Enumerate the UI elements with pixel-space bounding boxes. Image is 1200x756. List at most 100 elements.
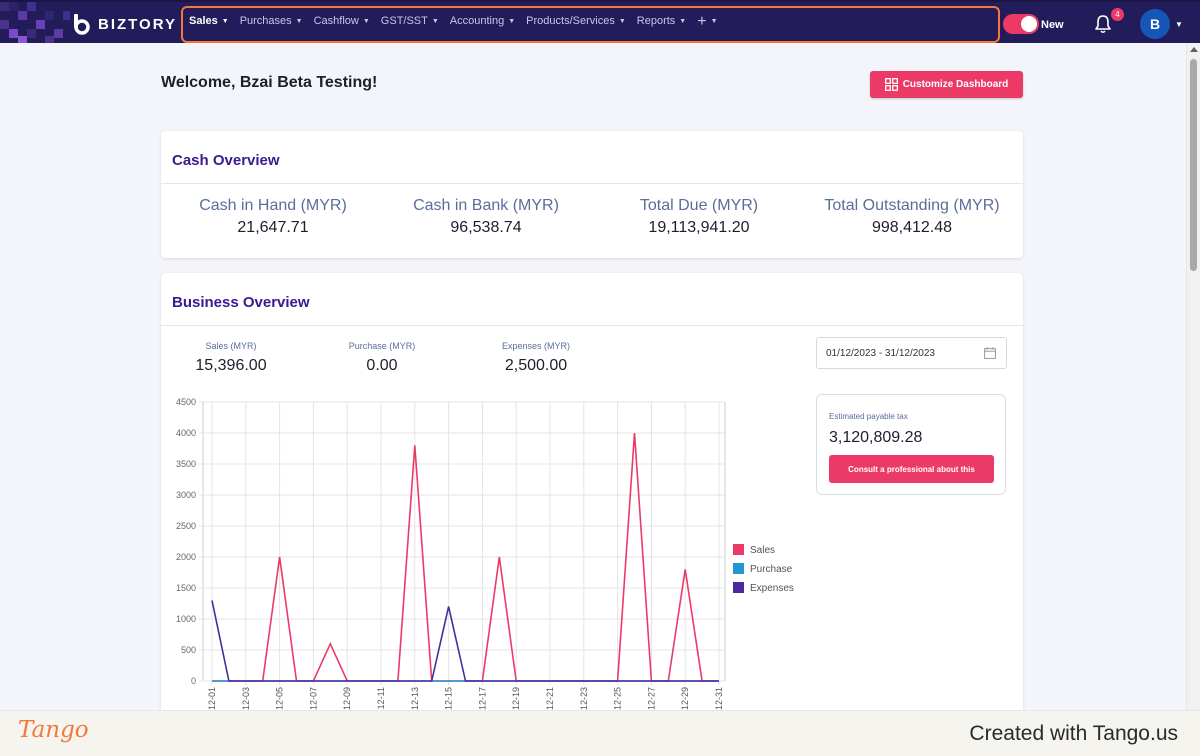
menu-gst-sst[interactable]: GST/SST ▼ <box>381 15 439 27</box>
menu-products-services[interactable]: Products/Services ▼ <box>526 15 626 27</box>
chart-legend-label: Expenses <box>750 583 794 594</box>
grid-icon <box>884 78 898 91</box>
menu-accounting[interactable]: Accounting ▼ <box>450 15 515 27</box>
stat-label: Total Due (MYR) <box>639 197 759 214</box>
chart-x-tick-label: 12-03 <box>241 687 251 710</box>
stat-value: 998,412.48 <box>871 219 953 236</box>
brand-pixel-pattern <box>0 2 70 45</box>
chart-y-tick-label: 4000 <box>176 428 196 438</box>
chevron-down-icon: ▼ <box>710 17 718 25</box>
chevron-down-icon: ▼ <box>508 17 516 25</box>
menu-accounting-label: Accounting <box>449 15 505 27</box>
card-divider <box>161 183 1023 184</box>
biztory-logo[interactable]: BIZTORY <box>72 12 177 36</box>
customize-dashboard-button[interactable]: Customize Dashboard <box>870 71 1023 98</box>
chart-y-tick-label: 0 <box>191 676 196 686</box>
chart-y-tick-label: 1000 <box>176 614 196 624</box>
stat-label: Expenses (MYR) <box>501 341 571 351</box>
estimated-tax-panel: Estimated payable tax 3,120,809.28 Consu… <box>816 394 1006 495</box>
chart-x-tick-label: 12-11 <box>376 687 386 709</box>
chevron-down-icon: ▼ <box>362 17 370 25</box>
page-title: Welcome, Bzai Beta Testing! <box>161 74 378 91</box>
chart-x-tick-label: 12-09 <box>342 687 352 710</box>
chart-x-tick-label: 12-07 <box>308 687 318 710</box>
cash-in-bank-stat: Cash in Bank (MYR) 96,538.74 <box>386 197 586 237</box>
stat-label: Total Outstanding (MYR) <box>824 197 1000 214</box>
tango-footer: Tango Created with Tango.us <box>0 710 1200 756</box>
chart-x-tick-label: 12-19 <box>511 687 521 710</box>
chevron-down-icon: ▼ <box>679 17 687 25</box>
chart-y-tick-label: 3500 <box>176 459 196 469</box>
chart-x-tick-label: 12-25 <box>613 687 623 710</box>
chart-x-tick-label: 12-01 <box>207 687 217 710</box>
chart-x-tick-label: 12-05 <box>275 687 285 710</box>
chart-y-tick-label: 2000 <box>176 552 196 562</box>
menu-reports[interactable]: Reports ▼ <box>637 15 686 27</box>
biztory-logo-icon <box>74 14 90 35</box>
chart-x-tick-label: 12-13 <box>410 687 420 710</box>
page-scrollbar[interactable] <box>1186 43 1200 710</box>
customize-dashboard-label: Customize Dashboard <box>902 79 1009 90</box>
business-overview-chart: 0 500 1000 1500 2000 2500 3000 3500 4000 4500 12-0… <box>176 397 794 710</box>
menu-sales-label: Sales <box>189 15 218 27</box>
menu-cashflow[interactable]: Cashflow ▼ <box>314 15 370 27</box>
stat-label: Sales (MYR) <box>205 341 257 351</box>
chart-y-tick-label: 500 <box>181 645 196 655</box>
sales-stat: Sales (MYR) 15,396.00 <box>171 341 291 375</box>
chart-x-tick-label: 12-27 <box>646 687 656 710</box>
chevron-down-icon: ▼ <box>221 17 229 25</box>
expenses-stat: Expenses (MYR) 2,500.00 <box>476 341 596 375</box>
calendar-icon[interactable] <box>984 347 996 359</box>
chart-x-tick-label: 12-17 <box>477 687 487 710</box>
footer-text: Created with Tango.us <box>969 722 1178 745</box>
brand-name: BIZTORY <box>98 15 178 33</box>
chevron-down-icon[interactable]: ▼ <box>1175 20 1183 29</box>
new-ui-toggle[interactable] <box>1003 14 1039 34</box>
menu-purchases[interactable]: Purchases ▼ <box>240 15 303 27</box>
chart-y-tick-label: 3000 <box>176 490 196 500</box>
toggle-knob <box>1021 16 1037 32</box>
total-due-stat: Total Due (MYR) 19,113,941.20 <box>599 197 799 237</box>
stat-value: 2,500.00 <box>504 357 568 374</box>
chart-legend-swatch <box>733 563 744 574</box>
stat-label: Purchase (MYR) <box>348 341 416 351</box>
date-range-input[interactable]: 01/12/2023 - 31/12/2023 <box>816 337 1007 369</box>
stat-label: Cash in Bank (MYR) <box>413 197 559 214</box>
scroll-thumb[interactable] <box>1190 59 1197 271</box>
menu-sales[interactable]: Sales ▼ <box>189 15 229 27</box>
avatar[interactable]: B <box>1140 9 1170 39</box>
scroll-up-arrow-icon[interactable] <box>1190 47 1198 52</box>
consult-professional-button[interactable]: Consult a professional about this <box>829 455 994 483</box>
chart-x-tick-label: 12-15 <box>444 687 454 710</box>
toggle-label: New <box>1041 19 1064 31</box>
business-overview-title: Business Overview <box>172 294 310 311</box>
chart-legend-label: Sales <box>750 545 775 556</box>
stat-value: 96,538.74 <box>450 219 522 236</box>
menu-gst-sst-label: GST/SST <box>380 15 428 27</box>
menu-products-services-label: Products/Services <box>526 15 615 27</box>
date-range-value: 01/12/2023 - 31/12/2023 <box>826 348 935 359</box>
menu-cashflow-label: Cashflow <box>313 15 359 27</box>
cash-overview-card: Cash Overview Cash in Hand (MYR) 21,647.… <box>161 131 1023 258</box>
stat-label: Cash in Hand (MYR) <box>199 197 347 214</box>
stat-value: 15,396.00 <box>195 357 267 374</box>
chart-legend-swatch <box>733 582 744 593</box>
chart-y-tick-label: 4500 <box>176 397 196 407</box>
chart-x-tick-label: 12-21 <box>545 687 555 710</box>
chart-y-tick-label: 2500 <box>176 521 196 531</box>
main-menu: Sales ▼ Purchases ▼ Cashflow ▼ GST/SST ▼ Acc… <box>189 12 718 30</box>
plus-icon: + <box>697 12 707 30</box>
bell-icon[interactable] <box>1093 14 1113 34</box>
purchase-stat: Purchase (MYR) 0.00 <box>322 341 442 375</box>
cash-overview-title: Cash Overview <box>172 152 280 169</box>
chart-legend-label: Purchase <box>750 564 793 575</box>
menu-add[interactable]: + ▼ <box>697 12 718 30</box>
menu-reports-label: Reports <box>636 15 676 27</box>
chart-x-tick-label: 12-29 <box>680 687 690 710</box>
chevron-down-icon: ▼ <box>295 17 303 25</box>
card-divider <box>161 325 1023 326</box>
business-overview-card: Business Overview Sales (MYR) 15,396.00 … <box>161 273 1023 723</box>
chart-x-tick-label: 12-23 <box>579 687 589 710</box>
menu-highlight-box <box>181 6 1000 43</box>
stat-value: 19,113,941.20 <box>648 219 750 236</box>
